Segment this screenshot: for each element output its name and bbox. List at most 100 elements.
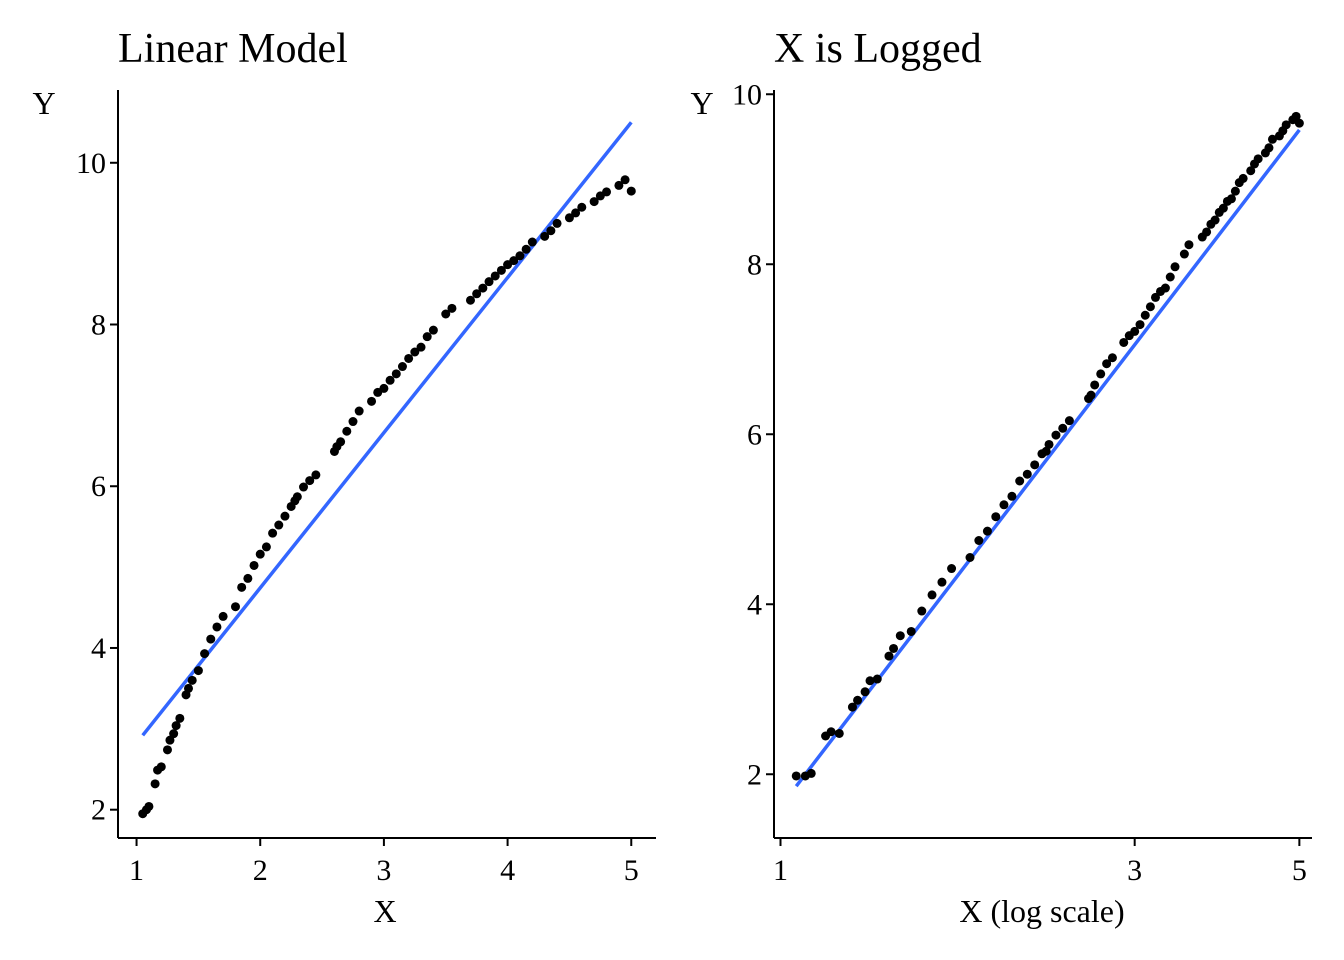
data-point [261, 542, 271, 552]
y-tick-label: 4 [91, 632, 106, 665]
x-tick-label: 4 [500, 854, 515, 887]
data-point [564, 213, 574, 223]
data-point [1165, 272, 1175, 282]
data-point [589, 197, 599, 207]
data-point [620, 175, 630, 185]
data-point [342, 426, 352, 436]
y-tick-label: 8 [747, 248, 762, 281]
y-tick-label: 6 [747, 418, 762, 451]
data-point [853, 695, 863, 705]
data-point [540, 231, 550, 241]
x-tick-label: 5 [624, 854, 639, 887]
data-point [889, 643, 899, 653]
data-point [571, 208, 581, 218]
data-point [1294, 118, 1304, 128]
data-point [465, 295, 475, 305]
y-axis-title: Y [690, 85, 713, 121]
data-point [847, 702, 857, 712]
points-group [791, 111, 1304, 781]
data-point [834, 728, 844, 738]
data-point [255, 549, 265, 559]
data-point [218, 611, 228, 621]
data-point [917, 606, 927, 616]
data-point [1291, 111, 1301, 121]
data-point [478, 283, 488, 293]
data-point [1253, 154, 1263, 164]
data-point [200, 649, 210, 659]
data-point [484, 277, 494, 287]
data-point [447, 303, 457, 313]
data-point [937, 577, 947, 587]
data-point [1051, 430, 1061, 440]
data-point [212, 622, 222, 632]
data-point [1170, 262, 1180, 272]
data-point [974, 536, 984, 545]
data-point [367, 396, 377, 406]
fit-line [794, 128, 1301, 788]
data-point [884, 651, 894, 661]
data-point [274, 520, 284, 530]
data-point [404, 353, 414, 363]
data-point [183, 683, 193, 693]
data-point [311, 470, 321, 480]
data-point [1210, 215, 1220, 225]
data-point [927, 590, 937, 600]
data-point [1096, 369, 1106, 379]
data-point [336, 437, 346, 447]
y-tick-label: 10 [732, 78, 762, 111]
data-point [1238, 173, 1248, 183]
data-point [947, 564, 957, 574]
data-point [1041, 446, 1051, 456]
fit-line [141, 121, 633, 737]
data-point [305, 476, 315, 486]
x-axis-title: X [373, 893, 396, 929]
data-point [552, 218, 562, 228]
data-point [397, 362, 407, 372]
data-point [1267, 134, 1277, 144]
x-tick-label: 1 [773, 854, 788, 887]
x-axis-title: X (log scale) [959, 893, 1124, 929]
data-point [626, 186, 636, 196]
data-point [150, 779, 160, 789]
data-point [416, 342, 426, 352]
chart-title: X is Logged [774, 26, 982, 72]
data-point [348, 417, 358, 427]
data-point [243, 573, 253, 583]
data-point [1119, 337, 1129, 347]
data-point [169, 729, 179, 739]
data-point [1064, 416, 1074, 426]
x-tick-label: 3 [376, 854, 391, 887]
data-point [472, 289, 482, 299]
data-point [1007, 491, 1017, 501]
y-tick-label: 8 [91, 309, 106, 342]
fit-line-group [794, 128, 1301, 788]
data-point [1044, 439, 1054, 449]
data-point [144, 801, 154, 811]
fit-line-group [141, 121, 633, 737]
data-point [379, 383, 389, 393]
data-point [1140, 310, 1150, 320]
data-point [991, 512, 1001, 522]
data-point [602, 187, 612, 197]
data-point [249, 560, 259, 570]
data-point [354, 406, 364, 416]
data-point [441, 309, 451, 319]
data-point [1160, 283, 1170, 293]
data-point [268, 528, 278, 538]
data-point [791, 771, 801, 781]
data-point [872, 674, 882, 684]
data-point [1145, 302, 1155, 312]
data-point [422, 332, 432, 342]
data-point [1130, 326, 1140, 336]
chart-x-is-logged: X is Logged Y X (log scale) 1 3 5 2 4 6 8 10 [690, 26, 1312, 929]
data-point [1226, 194, 1236, 204]
data-point [1102, 359, 1112, 369]
data-point [546, 226, 556, 236]
data-point [1058, 423, 1068, 433]
data-point [521, 244, 531, 254]
data-point [299, 482, 309, 492]
data-point [1090, 380, 1100, 390]
data-point [1086, 390, 1096, 400]
